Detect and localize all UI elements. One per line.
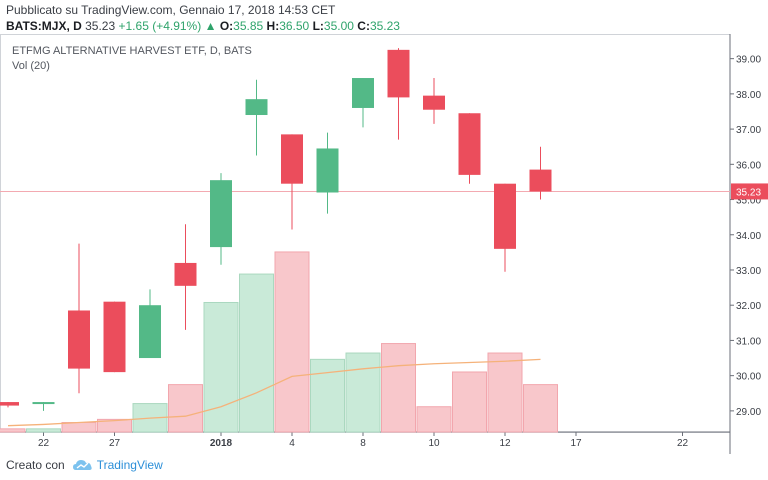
low-label: L: (312, 19, 324, 33)
ohlc-line: BATS:MJX, D 35.23 +1.65 (+4.91%) ▲ O:35.… (6, 19, 400, 33)
volume-bar (168, 384, 203, 433)
volume-bar (416, 406, 452, 433)
volume-bar (26, 428, 61, 433)
x-tick-label: 10 (428, 438, 440, 449)
y-tick-label: 39.00 (736, 55, 761, 66)
candle-body (174, 262, 197, 286)
candle-body (0, 402, 19, 406)
x-tick-label: 22 (677, 438, 689, 449)
created-with: Creato con (6, 458, 65, 472)
volume-legend: Vol (20) (12, 60, 50, 72)
y-tick-label: 38.00 (736, 90, 761, 101)
candle-body (387, 49, 410, 98)
y-tick-label: 36.00 (736, 160, 761, 171)
last-price-label: 35.23 (736, 187, 761, 198)
y-tick-label: 32.00 (736, 301, 761, 312)
high-label: H: (266, 19, 280, 33)
footer: Creato con TradingView (6, 458, 163, 472)
y-tick-label: 34.00 (736, 231, 761, 242)
high-value: 36.50 (279, 19, 310, 33)
price-chart[interactable]: 29.00 30.00 31.00 32.00 33.00 34.00 35.00 36.00… (0, 34, 768, 454)
y-tick-label: 35.00 (736, 196, 761, 207)
volume-bar (0, 428, 26, 433)
volume-bar (239, 273, 274, 433)
chart-title: ETFMG ALTERNATIVE HARVEST ETF, D, BATS (12, 45, 252, 57)
open-value: 35.85 (233, 19, 264, 33)
published-line: Pubblicato su TradingView.com, Gennaio 1… (6, 3, 336, 17)
volume-bar (203, 301, 239, 433)
y-tick-label: 33.00 (736, 266, 761, 277)
close-label: C: (357, 19, 370, 33)
volume-ma-line (7, 358, 541, 427)
close-value: 35.23 (369, 19, 400, 33)
low-value: 35.00 (323, 19, 354, 33)
volume-bar (523, 384, 558, 433)
x-tick-label: 27 (109, 438, 121, 449)
x-tick-label: 4 (289, 438, 295, 449)
volume-bar (487, 352, 523, 433)
y-tick-label: 37.00 (736, 125, 761, 136)
candle-body (68, 310, 90, 369)
up-triangle-icon: ▲ (204, 19, 217, 33)
candle-body (32, 402, 55, 405)
x-tick-label: 12 (499, 438, 511, 449)
candle-body (423, 95, 445, 110)
volume-bar (61, 422, 97, 433)
volume-bar (97, 418, 132, 433)
last-price-badge (731, 183, 768, 200)
candle-body (352, 78, 374, 108)
open-label: O: (219, 19, 234, 33)
x-tick-label: 17 (570, 438, 582, 449)
x-tick-label: 22 (38, 438, 50, 449)
candle-body (529, 169, 552, 192)
volume-bar (310, 358, 345, 433)
tradingview-logo-icon (72, 460, 92, 470)
change-value: +1.65 (+4.91%) (118, 19, 202, 33)
symbol: BATS:MJX, D (6, 19, 82, 33)
y-tick-label: 31.00 (736, 336, 761, 347)
x-tick-label: 8 (360, 438, 366, 449)
candle-body (210, 180, 232, 248)
candle-body (281, 134, 303, 184)
candle-body (245, 99, 268, 116)
last-value: 35.23 (85, 19, 116, 33)
x-tick-label: 2018 (210, 438, 233, 449)
y-tick-label: 29.00 (736, 407, 761, 418)
y-tick-label: 30.00 (736, 372, 761, 383)
volume-bar (274, 251, 310, 433)
candle-body (316, 148, 339, 193)
volume-bar (381, 343, 416, 433)
volume-bar (452, 371, 487, 433)
volume-bar (345, 352, 381, 433)
candle-body (458, 113, 481, 175)
candle-body (103, 301, 126, 373)
candle-body (494, 183, 516, 249)
tradingview-link[interactable]: TradingView (96, 458, 163, 472)
candle-body (139, 305, 161, 359)
